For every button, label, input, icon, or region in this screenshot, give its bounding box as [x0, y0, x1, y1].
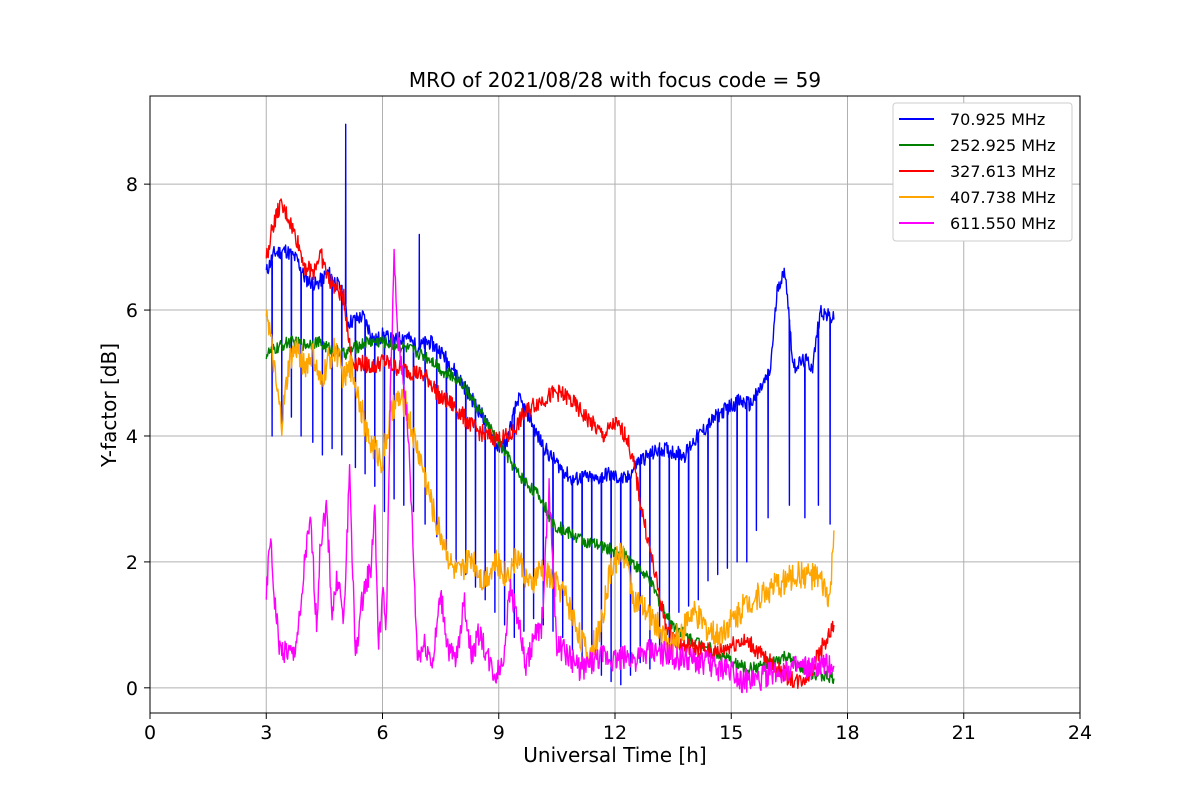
x-tick-label: 9 [493, 722, 505, 744]
x-tick-label: 12 [603, 722, 627, 744]
y-tick-label: 8 [126, 174, 138, 196]
y-axis-label: Y-factor [dB] [97, 343, 121, 468]
legend-label: 252.925 MHz [950, 136, 1055, 155]
series-layer [265, 123, 835, 694]
x-tick-label: 3 [260, 722, 272, 744]
y-tick-label: 2 [126, 552, 138, 574]
y-tick-label: 0 [126, 678, 138, 700]
x-tick-label: 0 [144, 722, 156, 744]
x-tick-label: 21 [952, 722, 976, 744]
series-line-407-738-mhz [265, 309, 835, 667]
x-axis-label: Universal Time [h] [523, 743, 706, 767]
series-line-611-550-mhz [265, 248, 835, 694]
x-tick-label: 15 [719, 722, 743, 744]
legend-box [892, 102, 1073, 242]
series-line-327-613-mhz [265, 198, 835, 689]
y-tick-label: 6 [126, 300, 138, 322]
legend-label: 407.738 MHz [950, 188, 1055, 207]
series-line-70-925-mhz [265, 123, 835, 686]
chart-title: MRO of 2021/08/28 with focus code = 59 [409, 68, 821, 92]
legend: 70.925 MHz 252.925 MHz 327.613 MHz 407.738 … [892, 102, 1073, 242]
y-tick-label: 4 [126, 426, 138, 448]
legend-label: 327.613 MHz [950, 162, 1055, 181]
legend-label: 70.925 MHz [950, 110, 1045, 129]
legend-label: 611.550 MHz [950, 214, 1055, 233]
x-tick-label: 24 [1068, 722, 1092, 744]
x-tick-label: 18 [835, 722, 859, 744]
x-tick-label: 6 [376, 722, 388, 744]
